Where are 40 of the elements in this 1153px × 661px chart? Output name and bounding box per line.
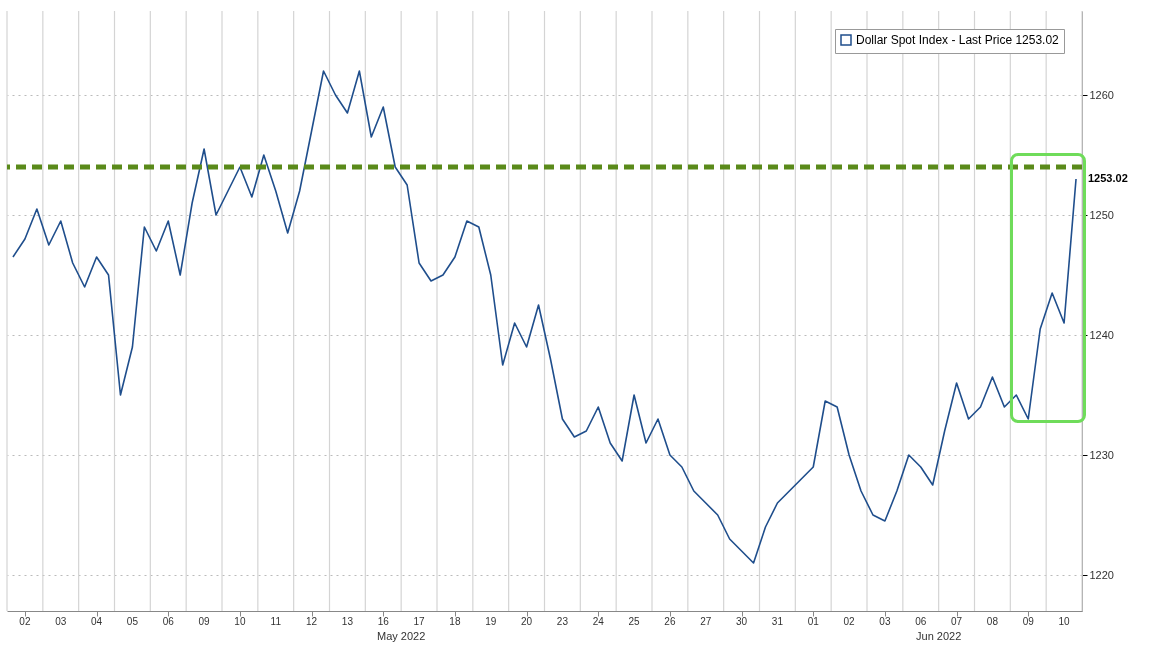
x-tick-label: 30 <box>736 616 748 627</box>
x-tick-label: 31 <box>771 616 784 627</box>
x-tick-label: 12 <box>306 616 318 627</box>
x-tick-label: 01 <box>807 616 820 627</box>
x-tick-label: 09 <box>198 616 211 627</box>
x-tick-label: 27 <box>700 616 712 627</box>
text: 1253.02 <box>1088 172 1128 184</box>
x-tick-label: 26 <box>664 616 676 627</box>
x-tick-label: 10 <box>234 616 246 627</box>
x-tick-label: 13 <box>341 616 354 627</box>
x-tick-label: 02 <box>19 616 31 627</box>
x-tick-label: 17 <box>413 616 426 627</box>
y-tick-label: 1220 <box>1089 568 1114 581</box>
x-tick-label: 03 <box>879 616 891 627</box>
line-series <box>12 70 1077 564</box>
y-tick-label: 1230 <box>1089 448 1114 461</box>
x-tick-label: 24 <box>592 616 605 627</box>
x-tick-label: 02 <box>843 616 856 627</box>
legend-label: Dollar Spot Index - Last Price 1253.02 <box>856 33 1060 47</box>
y-tick-label: 1260 <box>1089 88 1114 101</box>
x-tick-label: 10 <box>1058 616 1071 627</box>
y-tick-label: 1250 <box>1089 208 1114 221</box>
x-tick-label: 05 <box>126 616 139 627</box>
y-tick-label: 1240 <box>1089 328 1114 341</box>
text: Jun 2022 <box>916 630 962 642</box>
x-tick-label: 04 <box>91 616 103 627</box>
x-tick-label: 09 <box>1022 616 1035 627</box>
x-tick-label: 20 <box>521 616 533 627</box>
x-tick-label: 23 <box>556 616 569 627</box>
text: May 2022 <box>377 630 426 642</box>
x-tick-label: 11 <box>270 616 282 627</box>
x-tick-label: 06 <box>915 616 927 627</box>
x-tick-label: 18 <box>449 616 461 627</box>
x-tick-label: 19 <box>485 616 497 627</box>
x-tick-label: 16 <box>377 616 390 627</box>
x-tick-label: 25 <box>628 616 641 627</box>
x-tick-label: 08 <box>986 616 999 627</box>
x-tick-label: 03 <box>55 616 67 627</box>
x-tick-label: 06 <box>162 616 175 627</box>
x-tick-label: 07 <box>951 616 963 627</box>
